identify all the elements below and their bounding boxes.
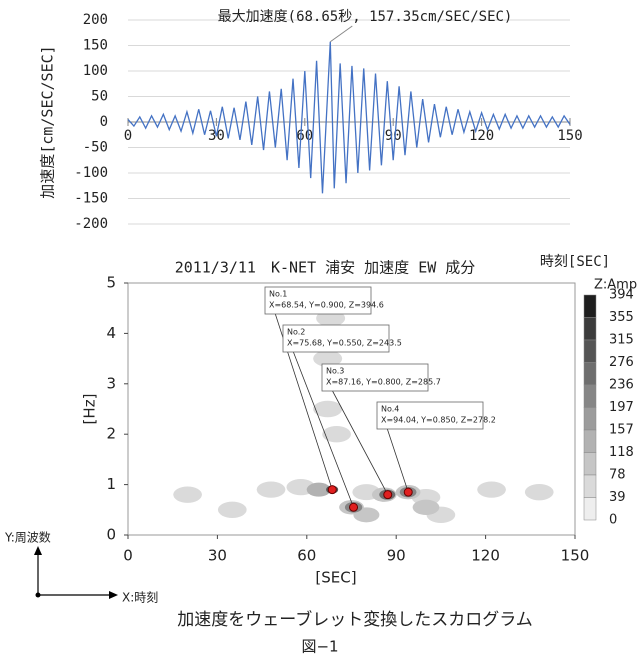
- colorbar-label: 394: [609, 288, 634, 303]
- y-tick-label: -50: [83, 140, 108, 156]
- peak-text: X=87.16, Y=0.800, Z=285.7: [326, 378, 441, 387]
- figure: -200-150-100-500501001502000306090120150…: [0, 0, 643, 658]
- colorbar-band: [584, 385, 596, 408]
- x-axis-label: 時刻[SEC]: [540, 254, 610, 270]
- x-tick-label: 90: [387, 547, 406, 565]
- x-tick-label: 60: [297, 547, 316, 565]
- colorbar-label: 236: [609, 378, 634, 393]
- colorbar-label: 0: [609, 513, 617, 528]
- peak-label: No.4: [381, 405, 399, 414]
- colorbar-label: 197: [609, 400, 634, 415]
- x-tick-label: 150: [557, 128, 582, 144]
- colorbar-band: [584, 340, 596, 363]
- colorbar-band: [584, 295, 596, 318]
- colorbar-band: [584, 408, 596, 431]
- contour-region: [322, 426, 351, 442]
- x-tick-label: 0: [123, 547, 133, 565]
- arrow-head: [109, 591, 118, 599]
- scalogram: 0 1 2 3 4 5 0 30 60 90 120 150 No.1 X=68.54, Y=0.900,…: [81, 274, 638, 587]
- x-tick-label: 60: [296, 128, 313, 144]
- contour-region: [257, 481, 286, 497]
- x-tick-label: 150: [561, 547, 590, 565]
- colorbar-label: 276: [609, 355, 634, 370]
- colorbar-label: 118: [609, 445, 634, 460]
- y-tick-label: 100: [83, 63, 108, 79]
- origin-dot: [36, 593, 41, 598]
- y-tick-label: 5: [106, 274, 116, 292]
- y-axis-legend: Y:周波数: [4, 530, 51, 545]
- x-tick-label: 90: [385, 128, 402, 144]
- y-tick-label: 0: [100, 114, 108, 130]
- contour-region: [173, 487, 202, 503]
- y-tick-label: 150: [83, 38, 108, 54]
- y-tick-label: 50: [91, 89, 108, 105]
- colorbar-label: 39: [609, 490, 626, 505]
- colorbar-label: 157: [609, 423, 634, 438]
- peak-leader: [387, 428, 408, 492]
- contour-region: [218, 502, 247, 518]
- y-tick-label: 4: [106, 324, 116, 342]
- x-tick-label: 30: [208, 547, 227, 565]
- peak-label: No.1: [269, 290, 287, 299]
- x-tick-label: 120: [471, 547, 500, 565]
- colorbar-band: [584, 430, 596, 453]
- peak-label: No.2: [287, 328, 305, 337]
- y-axis-label: 加速度[cm/SEC/SEC]: [39, 45, 57, 198]
- colorbar-label: 355: [609, 310, 634, 325]
- y-tick-label: 1: [106, 475, 116, 493]
- y-tick-label: 2: [106, 425, 116, 443]
- peak-text: X=68.54, Y=0.900, Z=394.6: [269, 301, 384, 310]
- colorbar-label: 78: [609, 468, 626, 483]
- y-tick-label: -150: [74, 191, 108, 207]
- x-tick-label: 120: [469, 128, 494, 144]
- y-tick-label: 0: [106, 526, 116, 544]
- figure-caption: 加速度をウェーブレット変換したスカログラム: [177, 609, 532, 630]
- colorbar-band: [584, 453, 596, 476]
- y-tick-label: -200: [74, 216, 108, 232]
- contour-region: [413, 500, 440, 515]
- line-series: [128, 42, 570, 194]
- y-axis-label: [Hz]: [81, 394, 99, 425]
- colorbar-band: [584, 318, 596, 341]
- colorbar-label: 315: [609, 333, 634, 348]
- peak-point: [350, 503, 358, 511]
- y-tick-label: -100: [74, 165, 108, 181]
- x-tick-label: 0: [124, 128, 132, 144]
- x-axis-legend: X:時刻: [122, 591, 158, 605]
- peak-point: [404, 488, 412, 496]
- peak-label: No.3: [326, 367, 344, 376]
- contour-region: [477, 481, 506, 497]
- colorbar-band: [584, 363, 596, 386]
- colorbar-band: [584, 475, 596, 498]
- peak-text: X=94.04, Y=0.850, Z=278.2: [381, 416, 496, 425]
- figure-label: 図−1: [301, 638, 338, 656]
- x-axis-label: [SEC]: [315, 569, 356, 587]
- y-tick-label: 3: [106, 374, 116, 392]
- arrow-head: [34, 546, 42, 555]
- colorbar-band: [584, 498, 596, 521]
- contour-region: [525, 484, 554, 500]
- y-tick-label: 200: [83, 12, 108, 28]
- peak-text: X=75.68, Y=0.550, Z=243.5: [287, 339, 402, 348]
- annotation: 最大加速度(68.65秒, 157.35cm/SEC/SEC): [218, 9, 513, 25]
- chart-title: 2011/3/11 K-NET 浦安 加速度 EW 成分: [175, 259, 476, 277]
- annotation-leader: [330, 26, 352, 42]
- peak-point: [384, 491, 392, 499]
- peak-point: [328, 486, 336, 494]
